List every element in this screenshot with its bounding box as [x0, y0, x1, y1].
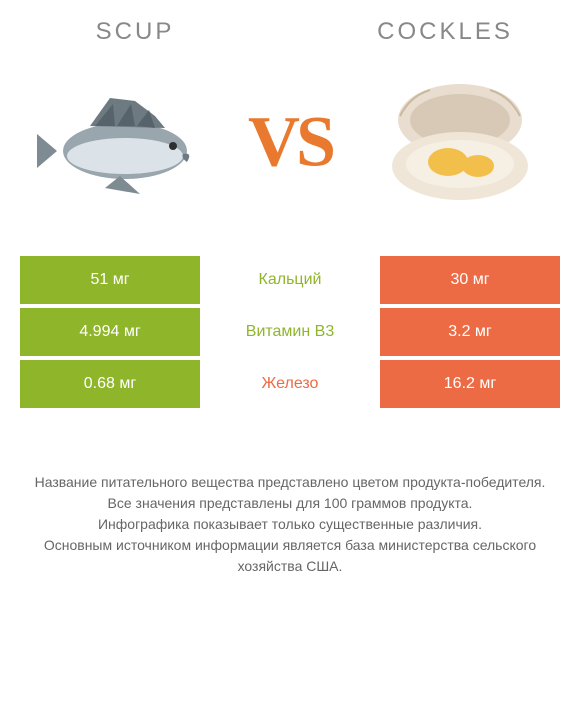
product-title-right: COCKLES [290, 18, 540, 46]
cell-right-value: 3.2 мг [380, 308, 560, 356]
table-row: 4.994 мгВитамин B33.2 мг [20, 308, 560, 356]
footnote-line: Основным источником информации является … [30, 535, 550, 577]
cell-right-value: 16.2 мг [380, 360, 560, 408]
images-row: VS [0, 46, 580, 246]
table-row: 51 мгКальций30 мг [20, 256, 560, 304]
fish-icon [35, 86, 205, 196]
cell-left-value: 0.68 мг [20, 360, 200, 408]
shell-icon [380, 76, 540, 206]
comparison-table: 51 мгКальций30 мг4.994 мгВитамин B33.2 м… [0, 246, 580, 408]
cell-left-value: 51 мг [20, 256, 200, 304]
cell-nutrient-label: Витамин B3 [200, 308, 380, 356]
product-title-left: SCUP [40, 18, 290, 46]
vs-label: VS [248, 100, 332, 183]
cell-right-value: 30 мг [380, 256, 560, 304]
cell-left-value: 4.994 мг [20, 308, 200, 356]
cell-nutrient-label: Кальций [200, 256, 380, 304]
header-row: SCUP COCKLES [0, 0, 580, 46]
right-image-box [370, 66, 550, 216]
footnote: Название питательного вещества представл… [0, 412, 580, 577]
footnote-line: Инфографика показывает только существенн… [30, 514, 550, 535]
table-row: 0.68 мгЖелезо16.2 мг [20, 360, 560, 408]
footnote-line: Название питательного вещества представл… [30, 472, 550, 493]
footnote-line: Все значения представлены для 100 граммо… [30, 493, 550, 514]
cell-nutrient-label: Железо [200, 360, 380, 408]
left-image-box [30, 66, 210, 216]
